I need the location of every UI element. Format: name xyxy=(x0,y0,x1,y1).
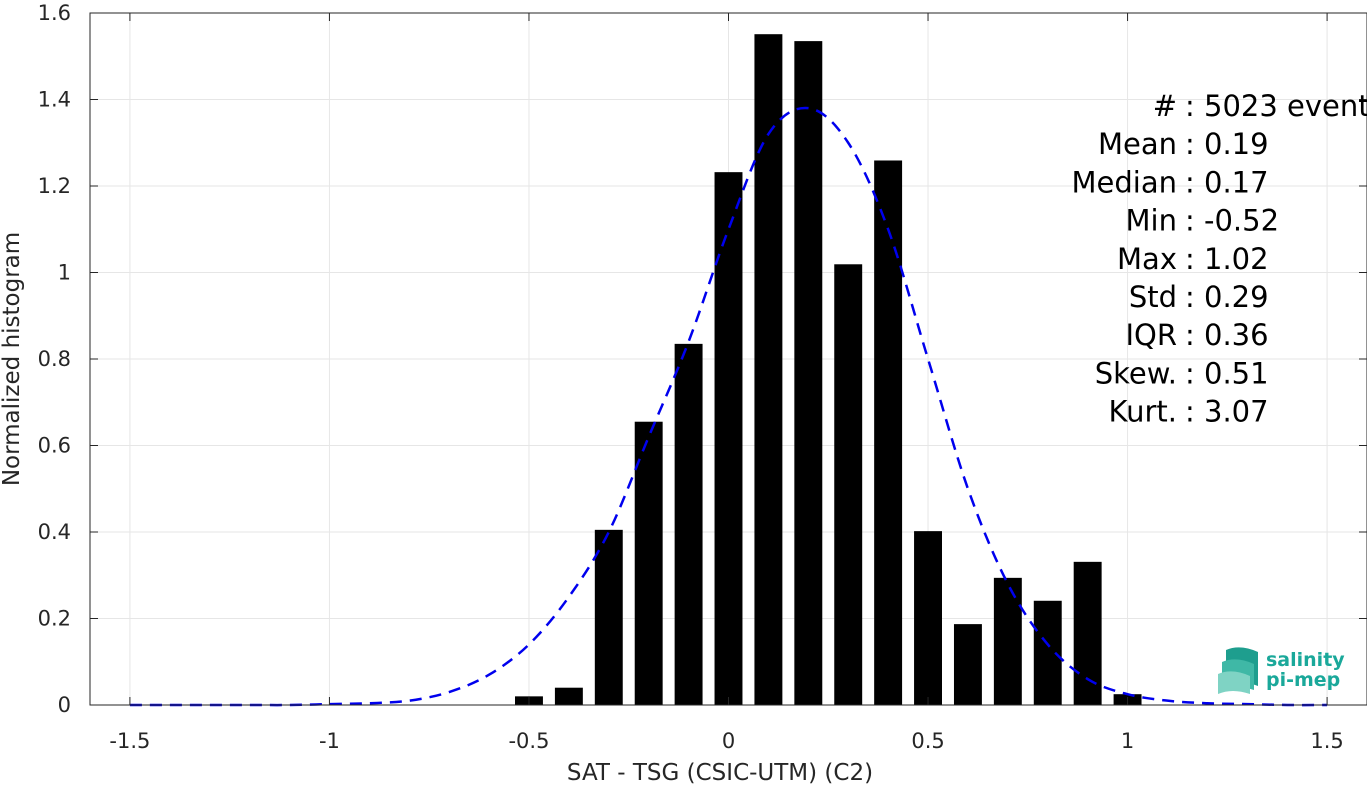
x-tick-label: -1 xyxy=(319,729,340,753)
logo-line-2: pi-mep xyxy=(1266,669,1340,691)
x-tick-labels: -1.5 -1 -0.5 0 0.5 1 1.5 xyxy=(109,729,1343,753)
stat-line: Skew.: 0.51 xyxy=(1095,356,1269,390)
y-tick-label: 0.6 xyxy=(38,434,71,458)
stat-label: Skew. xyxy=(1095,356,1177,390)
gaussian-fit-curve xyxy=(129,106,1328,707)
stat-label: Mean xyxy=(1098,127,1177,161)
stat-label: Max xyxy=(1117,242,1177,276)
y-tick-labels: 0 0.2 0.4 0.6 0.8 1 1.2 1.4 1.6 xyxy=(38,1,71,717)
histogram-bar xyxy=(634,421,663,705)
stat-line: Kurt.: 3.07 xyxy=(1109,395,1269,429)
histogram-bar xyxy=(953,624,982,705)
stat-value: : 0.19 xyxy=(1185,127,1269,161)
x-tick-label: -0.5 xyxy=(508,729,549,753)
y-tick-label: 1.6 xyxy=(38,1,71,25)
stat-line: Std: 0.29 xyxy=(1129,280,1269,314)
stat-value: : -0.52 xyxy=(1185,204,1279,238)
stat-value: : 0.51 xyxy=(1185,356,1269,390)
y-tick-label: 0.2 xyxy=(38,607,71,631)
stat-value: : 3.07 xyxy=(1185,395,1269,429)
stat-line: Min: -0.52 xyxy=(1126,204,1280,238)
histogram-bar xyxy=(993,577,1022,705)
histogram-bar xyxy=(794,41,823,706)
stat-label: Min xyxy=(1126,204,1177,238)
histogram-bar xyxy=(914,531,942,705)
histogram-bar xyxy=(594,529,623,705)
histogram-bar xyxy=(754,34,783,705)
histogram-bar xyxy=(874,160,903,706)
x-tick-label: 1.5 xyxy=(1310,729,1343,753)
x-tick-label: 0.5 xyxy=(911,729,944,753)
stat-line: #: 5023 events xyxy=(1153,89,1367,123)
histogram-bar xyxy=(1033,600,1062,705)
x-tick-label: -1.5 xyxy=(109,729,150,753)
x-tick-label: 0 xyxy=(722,729,735,753)
stat-value: : 5023 events xyxy=(1185,89,1367,123)
stat-label: Std xyxy=(1129,280,1177,314)
y-tick-label: 0 xyxy=(58,693,71,717)
histogram-bar xyxy=(1073,561,1102,705)
x-axis-label: SAT - TSG (CSIC-UTM) (C2) xyxy=(567,760,873,785)
stat-label: Kurt. xyxy=(1109,395,1177,429)
histogram-bar xyxy=(834,264,863,705)
salinity-pi-mep-logo: salinity pi-mep xyxy=(1218,647,1345,694)
stat-label: # xyxy=(1153,89,1177,123)
stat-line: IQR: 0.36 xyxy=(1125,318,1268,352)
y-tick-label: 0.4 xyxy=(38,520,71,544)
stat-value: : 1.02 xyxy=(1185,242,1269,276)
histogram-bar xyxy=(674,343,703,705)
y-tick-label: 1 xyxy=(58,261,71,285)
y-tick-label: 0.8 xyxy=(38,347,71,371)
stat-line: Max: 1.02 xyxy=(1117,242,1269,276)
histogram-bar xyxy=(554,687,583,705)
y-axis-label: Normalized histogram xyxy=(0,232,25,486)
stat-label: Median xyxy=(1072,165,1177,199)
histogram-bar xyxy=(714,172,743,705)
axis-ticks xyxy=(90,12,1367,706)
y-tick-label: 1.2 xyxy=(38,174,71,198)
stat-value: : 0.17 xyxy=(1185,165,1269,199)
stat-value: : 0.29 xyxy=(1185,280,1269,314)
stat-line: Mean: 0.19 xyxy=(1098,127,1269,161)
stat-value: : 0.36 xyxy=(1185,318,1269,352)
y-tick-label: 1.4 xyxy=(38,88,71,112)
wave-icon xyxy=(1218,647,1258,694)
x-tick-label: 1 xyxy=(1121,729,1134,753)
logo-line-1: salinity xyxy=(1266,649,1345,671)
stat-line: Median: 0.17 xyxy=(1072,165,1269,199)
stat-label: IQR xyxy=(1125,318,1177,352)
